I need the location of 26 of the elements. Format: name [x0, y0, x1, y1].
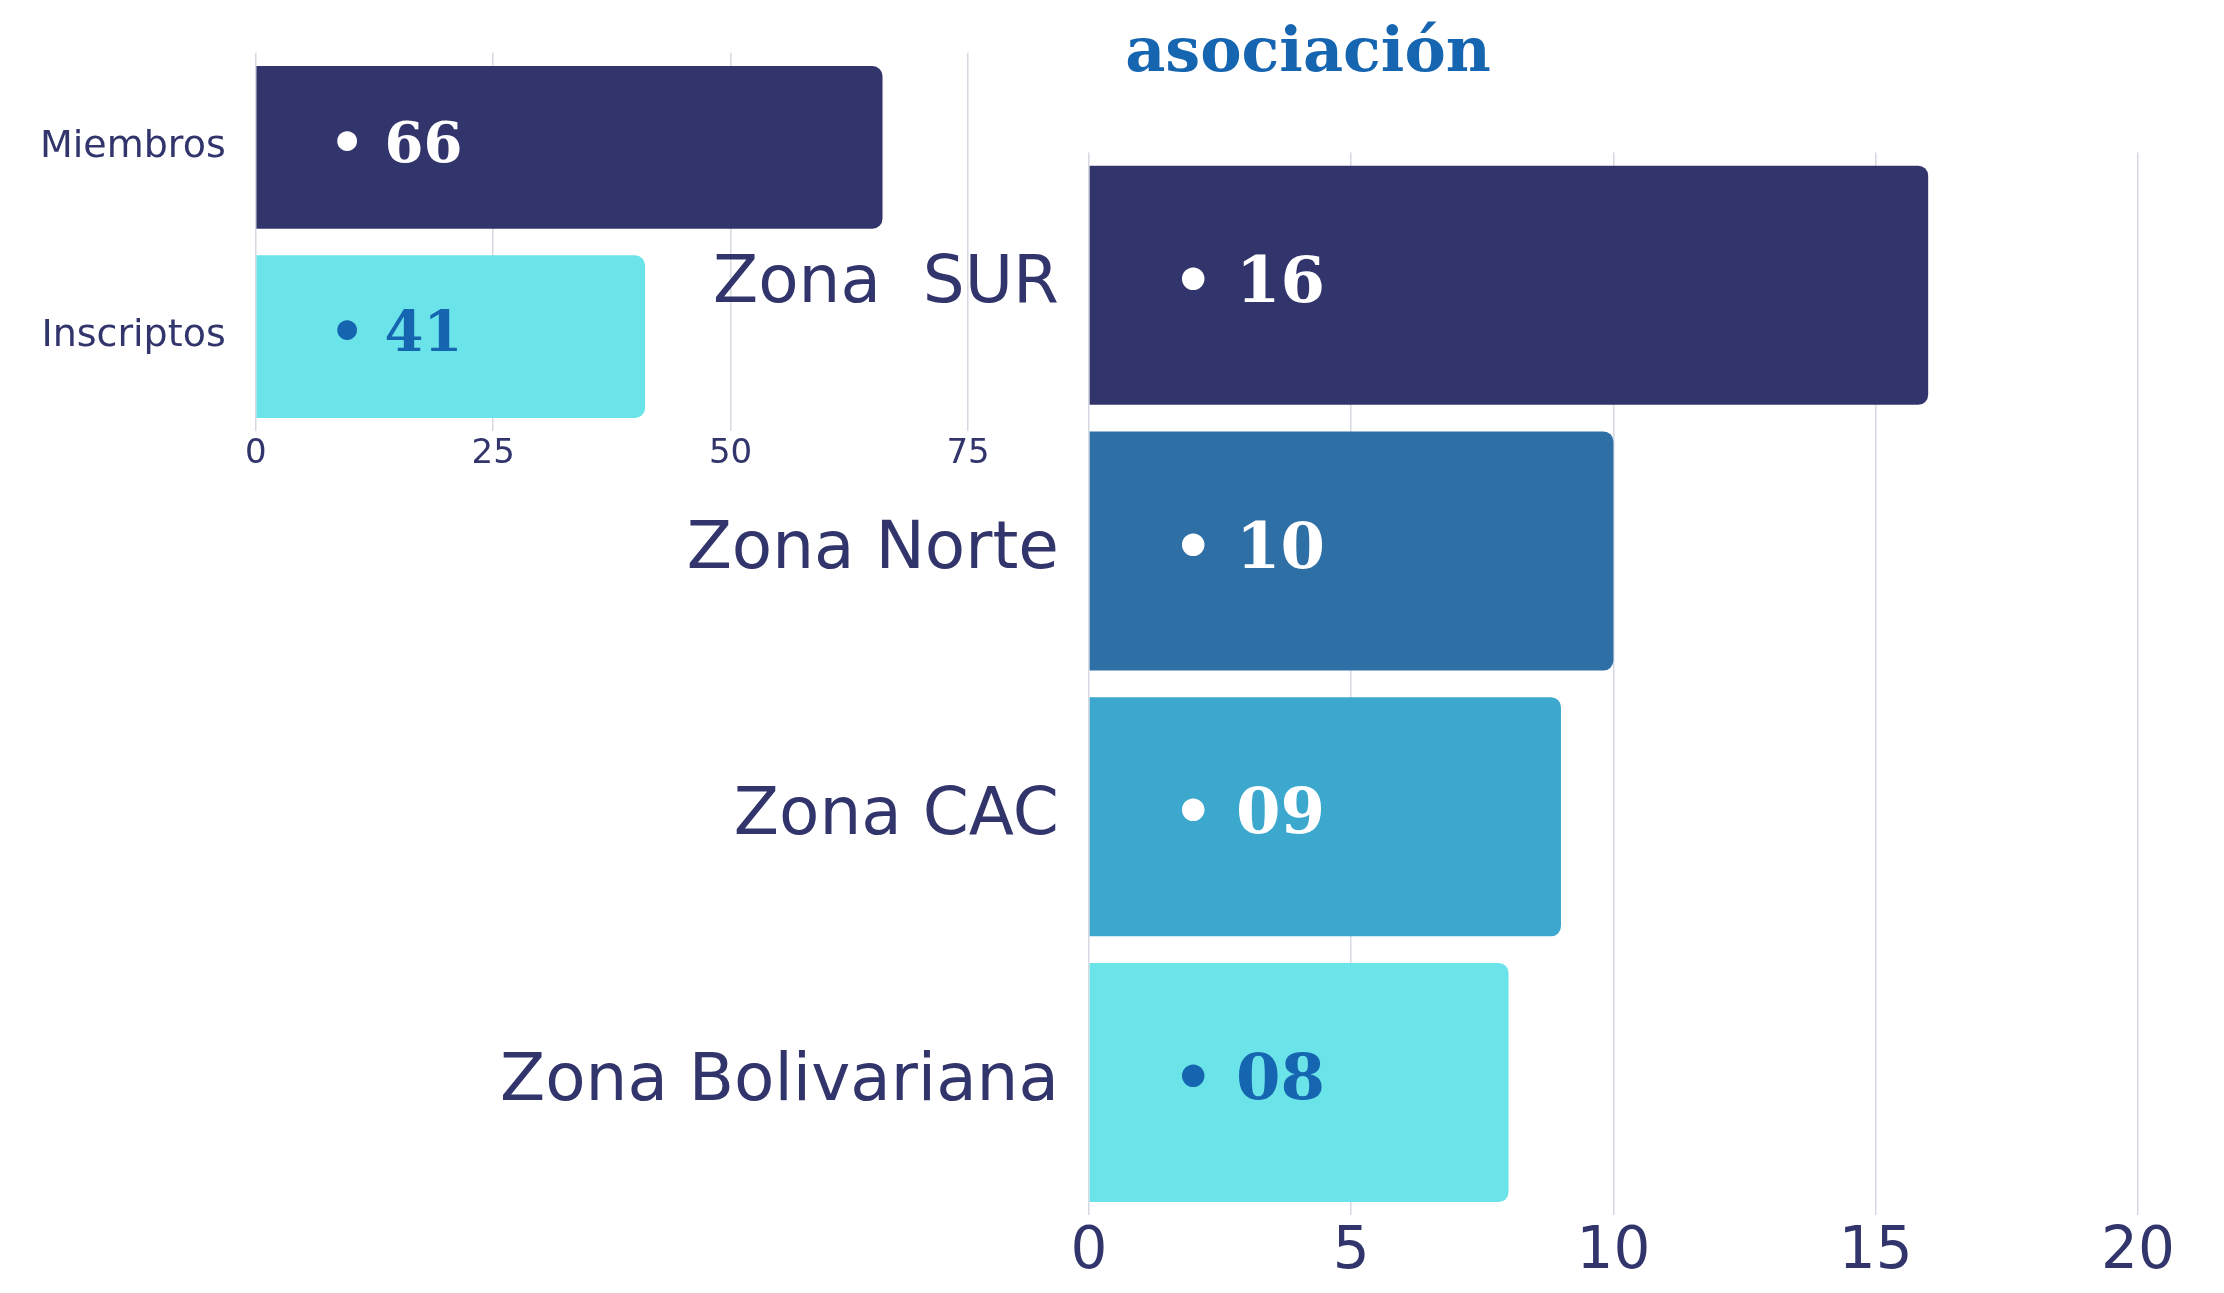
y-tick-label: Zona Bolivariana	[500, 1038, 1059, 1116]
data-label: • 08	[1172, 1039, 1326, 1115]
data-label: • 16	[1172, 241, 1326, 317]
bar	[1089, 165, 1929, 405]
x-tick-label: 5	[1332, 1214, 1370, 1283]
bar	[1089, 962, 1509, 1203]
x-tick-label: 50	[708, 431, 753, 472]
x-tick-label: 10	[1576, 1214, 1651, 1283]
bar	[1089, 431, 1614, 671]
data-label: • 10	[1172, 507, 1326, 583]
y-tick-label: Zona SUR	[712, 241, 1059, 319]
y-tick-label: Zona Norte	[686, 507, 1059, 585]
data-label: • 66	[329, 108, 463, 175]
y-tick-label: Inscriptos	[41, 311, 226, 356]
data-label: • 09	[1172, 773, 1326, 849]
x-tick-label: 0	[244, 431, 267, 472]
data-label: • 41	[329, 298, 463, 365]
y-tick-label: Miembros	[39, 122, 226, 167]
y-tick-label: Zona CAC	[733, 772, 1059, 850]
x-tick-label: 0	[1070, 1214, 1108, 1283]
x-tick-label: 20	[2101, 1214, 2175, 1283]
chart-title: asociación	[1125, 13, 1491, 87]
bar	[1089, 697, 1561, 937]
x-tick-label: 15	[1838, 1214, 1913, 1283]
x-tick-label: 75	[946, 431, 990, 472]
x-tick-label: 25	[471, 431, 515, 472]
